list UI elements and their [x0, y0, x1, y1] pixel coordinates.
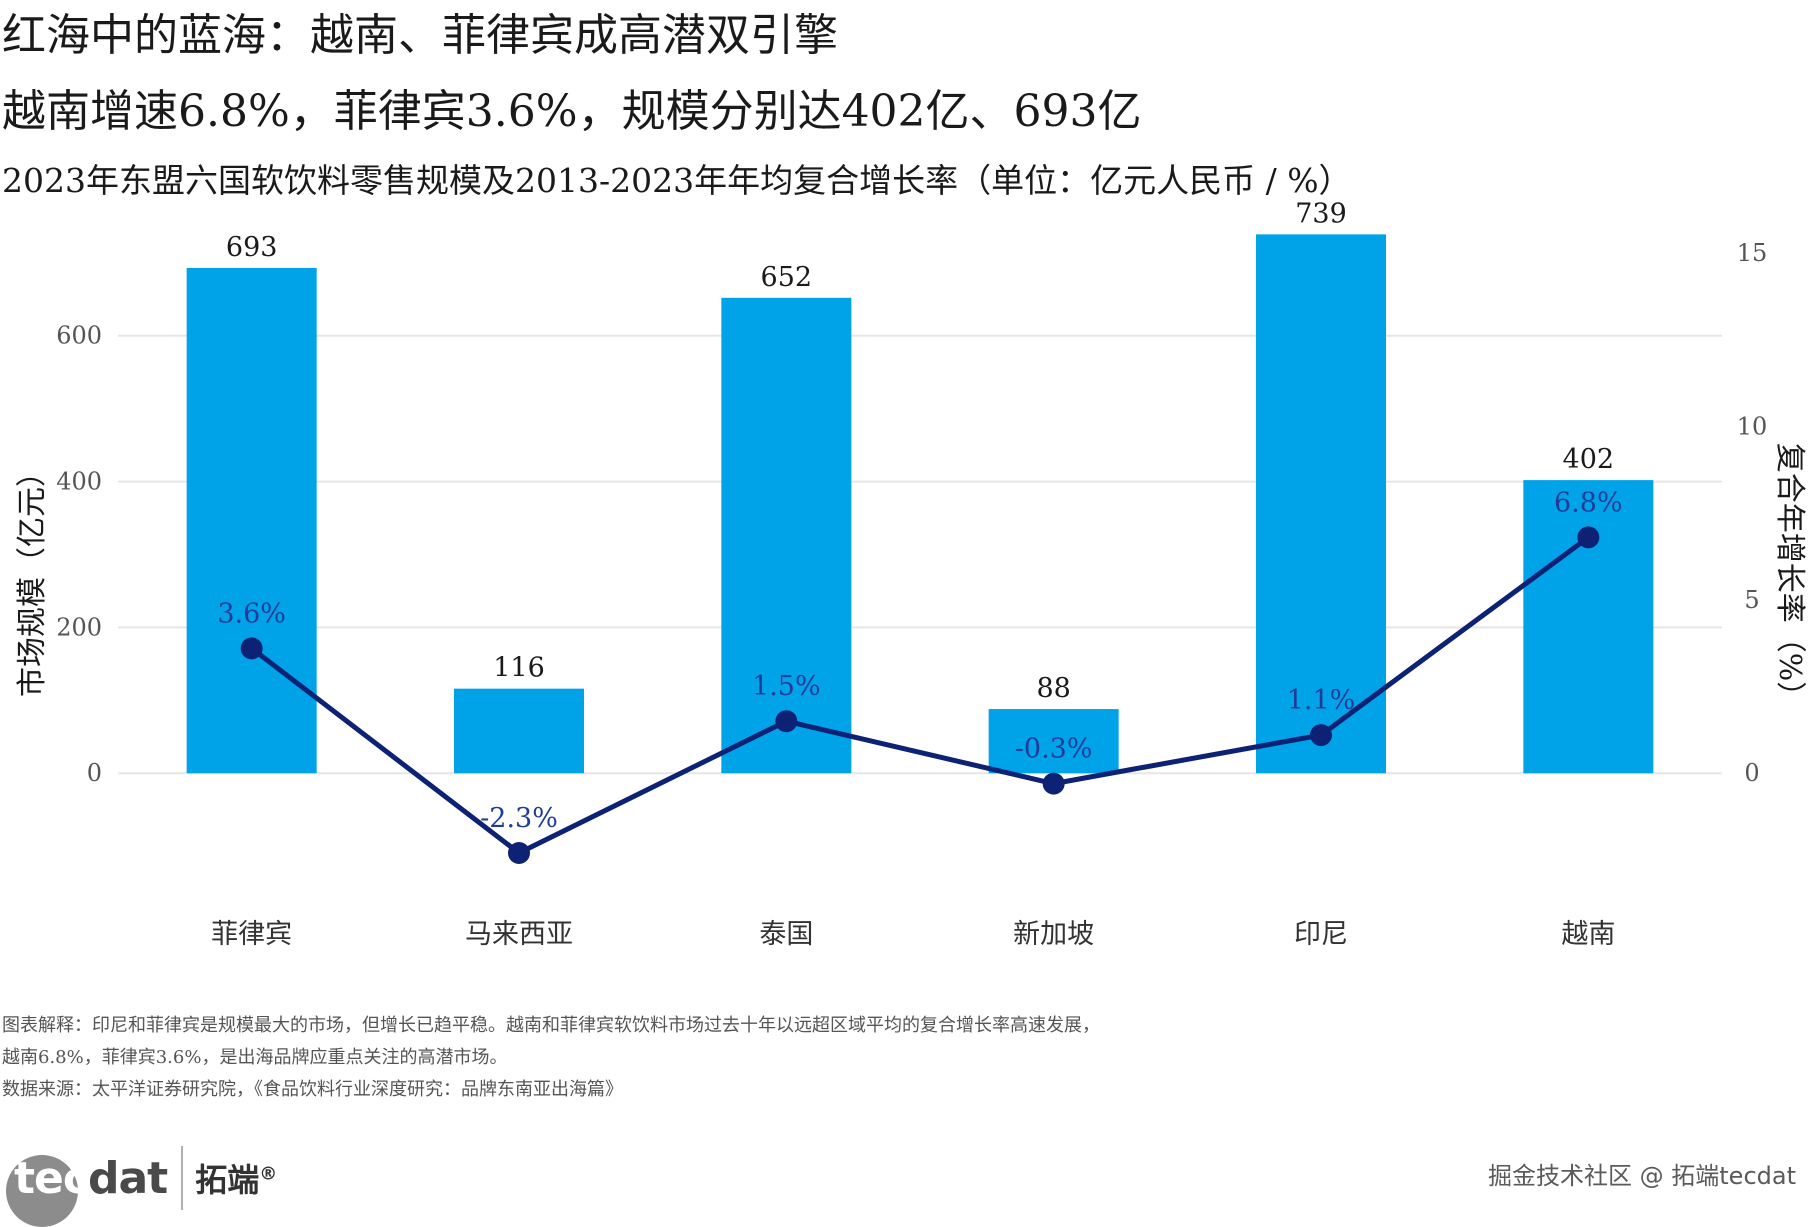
- bar-value-label: 402: [1563, 444, 1615, 475]
- bar: [1256, 234, 1386, 774]
- bar-value-label: 116: [493, 653, 545, 684]
- y-axis-title: 市场规模（亿元）: [15, 457, 50, 697]
- growth-point: [1577, 526, 1600, 549]
- x-tick-label: 马来西亚: [465, 919, 573, 950]
- combo-chart: 693 116 652 88 739 402 3.6% -2.3% 1.5% -0.3% 1.1%…: [15, 198, 1807, 950]
- growth-value-label: -2.3%: [480, 803, 558, 834]
- tecdat-logo-mark: tecdat: [6, 1153, 168, 1227]
- growth-line-series: 3.6% -2.3% 1.5% -0.3% 1.1% 6.8%: [217, 487, 1623, 864]
- x-tick-label: 越南: [1561, 919, 1615, 950]
- watermark: 掘金技术社区 @ 拓端tecdat: [1488, 1162, 1796, 1190]
- logo-chinese-name: 拓端®: [195, 1161, 278, 1199]
- x-tick-label: 新加坡: [1013, 919, 1094, 950]
- growth-point: [1042, 772, 1065, 795]
- growth-point: [240, 637, 263, 660]
- chart-explanation-line2: 越南6.8%，菲律宾3.6%，是出海品牌应重点关注的高潜市场。: [2, 1047, 508, 1068]
- gridlines: [118, 334, 1722, 775]
- y-tick-label: 0: [87, 759, 102, 787]
- chart-headline: 越南增速6.8%，菲律宾3.6%，规模分别达402亿、693亿: [2, 86, 1142, 137]
- axes: 0 200 400 600 0 5 10 15 菲律宾 马来西亚 泰国 新加坡 印尼 越南 市场规模（亿元）…: [15, 239, 1807, 950]
- x-tick-label: 菲律宾: [211, 919, 292, 950]
- growth-value-label: -0.3%: [1015, 734, 1093, 765]
- growth-value-label: 1.5%: [752, 671, 821, 702]
- bar-value-label: 693: [226, 232, 278, 263]
- bar: [454, 688, 584, 774]
- data-source: 数据来源：太平洋证券研究院，《食品饮料行业深度研究：品牌东南亚出海篇》: [2, 1079, 623, 1100]
- bar: [1523, 480, 1654, 774]
- y-tick-label: 200: [56, 613, 102, 641]
- growth-point: [1310, 724, 1332, 747]
- bar-labels: 693 116 652 88 739 402: [226, 198, 1614, 704]
- y-tick-label: 600: [56, 322, 102, 350]
- logo-divider: [181, 1146, 184, 1210]
- growth-value-label: 1.1%: [1287, 685, 1356, 716]
- y2-tick-label: 10: [1737, 412, 1768, 440]
- x-tick-label: 泰国: [759, 919, 813, 950]
- growth-value-label: 3.6%: [217, 598, 286, 629]
- y-tick-label: 400: [56, 468, 102, 496]
- y2-tick-label: 5: [1744, 586, 1759, 614]
- chart-explanation-line1: 图表解释：印尼和菲律宾是规模最大的市场，但增长已趋平稳。越南和菲律宾软饮料市场过…: [2, 1015, 1100, 1036]
- bar-value-label: 88: [1036, 673, 1070, 704]
- chart-subtitle: 2023年东盟六国软饮料零售规模及2013-2023年年均复合增长率（单位：亿元…: [2, 161, 1352, 200]
- y2-tick-label: 0: [1744, 759, 1759, 787]
- y2-tick-label: 15: [1737, 239, 1768, 267]
- bar-value-label: 652: [761, 262, 813, 293]
- growth-line: [250, 535, 1590, 856]
- bar: [186, 267, 317, 774]
- bar: [721, 297, 852, 774]
- growth-value-label: 6.8%: [1554, 487, 1623, 518]
- bar: [988, 709, 1119, 774]
- x-tick-label: 印尼: [1294, 919, 1348, 950]
- bar-value-label: 739: [1295, 198, 1347, 229]
- bar-series: [186, 234, 1654, 774]
- y2-axis-title: 复合年增长率（%）: [1772, 443, 1807, 712]
- tecdat-logo: tecdat 拓端®: [6, 1138, 278, 1227]
- growth-point: [508, 841, 530, 864]
- growth-point: [775, 710, 798, 733]
- chart-title: 红海中的蓝海：越南、菲律宾成高潜双引擎: [2, 10, 838, 61]
